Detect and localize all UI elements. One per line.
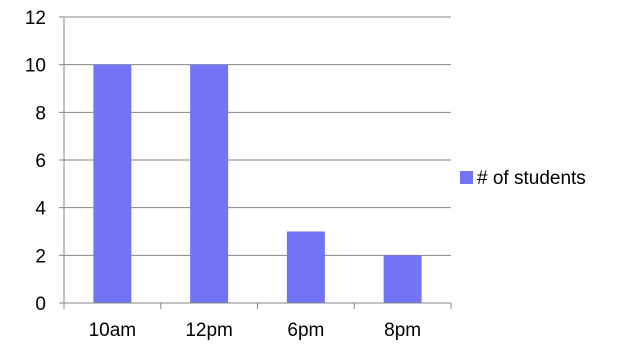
axes xyxy=(63,17,452,309)
y-tick-labels: 0 2 4 6 8 10 12 xyxy=(25,8,47,315)
bar-12pm xyxy=(190,64,229,304)
y-tick-label: 6 xyxy=(35,151,46,172)
y-tick-label: 10 xyxy=(25,56,46,77)
y-tick-label: 0 xyxy=(35,294,46,315)
x-tick-labels: 10am 12pm 6pm 8pm xyxy=(89,320,422,341)
x-tick-label: 8pm xyxy=(384,320,421,341)
y-tick-label: 8 xyxy=(35,103,46,124)
x-tick-label: 6pm xyxy=(287,320,324,341)
bar-6pm xyxy=(286,231,325,303)
y-tick-label: 12 xyxy=(25,8,46,29)
bar-10am xyxy=(93,64,132,304)
legend-swatch xyxy=(460,171,473,184)
legend-label: # of students xyxy=(477,168,586,189)
y-tick-label: 2 xyxy=(35,246,46,267)
legend: # of students xyxy=(460,168,586,189)
y-tick-label: 4 xyxy=(35,199,46,220)
bars xyxy=(93,64,422,304)
x-tick-label: 10am xyxy=(89,320,137,341)
bar-8pm xyxy=(383,255,422,303)
x-tick-label: 12pm xyxy=(185,320,233,341)
